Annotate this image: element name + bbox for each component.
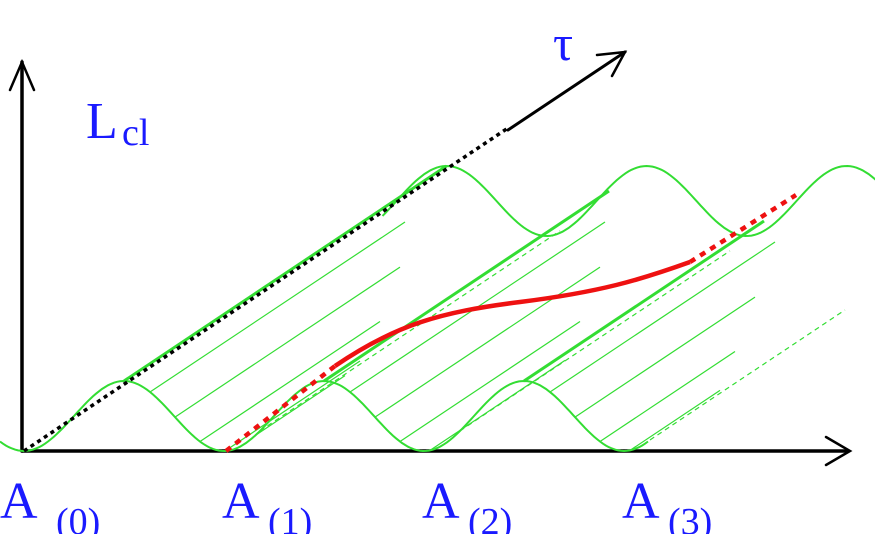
axes: [8, 50, 853, 467]
ridge-line: [323, 189, 610, 383]
a3-label-main: A: [622, 473, 660, 530]
slope-line: [224, 360, 361, 452]
slope-line: [399, 321, 581, 443]
back-cross-section: [381, 164, 875, 238]
path-solid-curve: [333, 259, 691, 368]
a0-label-main: A: [0, 473, 38, 530]
valley-dashed-line: [459, 250, 731, 432]
slope-line: [254, 375, 346, 437]
diagonal-dotted-line: [23, 126, 509, 453]
a2-label-sub: (2): [468, 501, 512, 534]
slope-line: [374, 266, 601, 418]
a3-label-sub: (3): [668, 501, 712, 534]
a1-label-sub: (1): [268, 501, 312, 534]
slope-line: [574, 296, 756, 418]
tau-axis-label: τ: [553, 15, 573, 71]
tunneling-path: [224, 193, 798, 453]
x-axis-arrowhead: [824, 435, 853, 467]
slope-line: [174, 266, 401, 418]
slope-line: [599, 351, 736, 443]
valley-dashed-line: [649, 309, 846, 441]
slope-line: [629, 389, 721, 451]
a2-label-main: A: [422, 473, 460, 530]
slope-line: [549, 241, 776, 393]
ridge-line: [123, 164, 448, 383]
slope-line: [149, 221, 406, 393]
ridge-line: [523, 219, 765, 383]
axis-labels: L cl τ A (0) A (1) A (2) A (3): [0, 15, 712, 534]
potential-surface: [0, 164, 875, 453]
y-axis-label-main: L: [86, 93, 118, 150]
a0-label-sub: (0): [56, 501, 100, 534]
slope-line: [199, 321, 381, 443]
valley-dashed-line: [259, 230, 561, 432]
tau-axis-arrowhead: [595, 50, 628, 78]
path-dotted-upper: [688, 193, 798, 264]
tau-axis: [506, 50, 627, 132]
a1-label-main: A: [222, 473, 260, 530]
y-axis-arrowhead: [8, 58, 36, 92]
y-axis-label-sub: cl: [122, 112, 149, 154]
